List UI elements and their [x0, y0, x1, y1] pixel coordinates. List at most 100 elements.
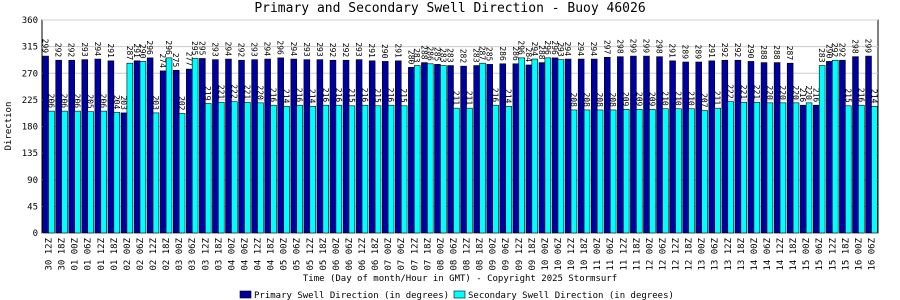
- bar: [831, 59, 839, 234]
- x-tick-label: 10 12Z: [567, 237, 577, 270]
- data-label: 286: [511, 46, 520, 61]
- bar: [126, 62, 134, 234]
- bar: [453, 107, 460, 234]
- x-tick-label: 08 18Z: [476, 237, 486, 270]
- y-tick-label: 45: [27, 202, 38, 212]
- data-label: 293: [80, 42, 89, 57]
- data-label: 295: [197, 41, 206, 56]
- bar: [244, 101, 251, 234]
- data-label: 299: [41, 39, 50, 54]
- x-tick-label: 06 06Z: [345, 237, 355, 270]
- data-label: 290: [824, 44, 833, 59]
- data-label: 291: [367, 43, 376, 58]
- bar: [355, 59, 363, 234]
- bar: [544, 57, 552, 234]
- bar: [342, 59, 350, 234]
- data-label: 285: [485, 47, 494, 62]
- data-label: 206: [46, 94, 55, 109]
- data-label: 210: [660, 91, 669, 106]
- y-tick-label: 270: [22, 69, 38, 79]
- data-label: 209: [647, 92, 656, 107]
- bar: [277, 57, 284, 234]
- bar: [518, 57, 525, 234]
- bar: [283, 106, 290, 234]
- x-tick-label: 04 00Z: [227, 237, 237, 270]
- bar: [505, 106, 512, 234]
- data-label: 205: [86, 94, 95, 109]
- bar: [133, 60, 141, 234]
- data-label: 291: [106, 43, 115, 58]
- data-label: 297: [602, 40, 611, 55]
- bar: [257, 102, 264, 234]
- bar: [492, 104, 499, 234]
- x-tick-label: 06 00Z: [332, 237, 342, 270]
- bar: [714, 107, 721, 234]
- x-tick-label: 02 06Z: [136, 237, 146, 270]
- data-label: 210: [687, 91, 696, 106]
- bar: [596, 109, 604, 234]
- data-label: 221: [752, 85, 761, 100]
- bar: [165, 57, 173, 234]
- bar: [792, 102, 800, 234]
- data-label: 216: [334, 88, 343, 103]
- bar: [512, 63, 520, 234]
- bar: [322, 104, 330, 234]
- data-label: 299: [864, 39, 873, 54]
- x-tick-label: 11 00Z: [593, 237, 603, 270]
- data-label: 220: [255, 85, 264, 100]
- bar: [139, 61, 147, 234]
- data-label: 220: [778, 85, 787, 100]
- bar: [466, 107, 473, 234]
- x-tick-label: 04 12Z: [254, 237, 264, 270]
- x-tick-label: 08 12Z: [463, 237, 473, 270]
- legend-label: Primary Swell Direction (in degrees): [254, 291, 449, 300]
- data-label: 294: [576, 42, 585, 57]
- data-label: 291: [393, 43, 402, 58]
- data-label: 203: [119, 95, 128, 110]
- x-tick-label: 06 12Z: [358, 237, 368, 270]
- data-label: 289: [681, 45, 690, 60]
- data-label: 211: [713, 91, 722, 106]
- data-label: 208: [595, 92, 604, 107]
- bar: [395, 60, 402, 234]
- bar: [675, 108, 682, 234]
- bar: [564, 58, 572, 234]
- data-label: 299: [641, 39, 650, 54]
- data-label: 293: [302, 42, 311, 57]
- bar: [68, 59, 75, 234]
- x-tick-label: 07 18Z: [423, 237, 433, 270]
- x-tick-label: 05 12Z: [306, 237, 316, 270]
- bar: [604, 56, 611, 234]
- data-label: 221: [242, 85, 251, 100]
- x-tick-label: 05 06Z: [293, 237, 303, 270]
- data-label: 220: [804, 85, 813, 100]
- bar: [701, 110, 708, 234]
- bar: [303, 59, 311, 234]
- data-label: 215: [373, 88, 382, 103]
- bar: [871, 106, 878, 234]
- bar: [766, 102, 774, 234]
- bar: [408, 67, 415, 234]
- data-label: 204: [112, 95, 121, 110]
- data-label: 293: [556, 42, 565, 57]
- x-tick-label: 04 18Z: [267, 237, 277, 270]
- data-label: 286: [425, 46, 434, 61]
- bar: [42, 55, 49, 234]
- bar: [669, 60, 676, 234]
- bar: [361, 104, 369, 234]
- data-label: 293: [315, 42, 324, 57]
- x-tick-label: 03 06Z: [188, 237, 198, 270]
- bar: [120, 112, 128, 234]
- bar: [178, 113, 186, 234]
- bar: [805, 102, 813, 234]
- bar: [87, 111, 94, 234]
- data-label: 210: [673, 91, 682, 106]
- bar: [799, 104, 807, 234]
- x-tick-label: 03 12Z: [201, 237, 211, 270]
- data-label: 214: [282, 89, 291, 104]
- data-label: 292: [54, 43, 63, 58]
- bar: [152, 112, 160, 234]
- bar: [826, 61, 833, 234]
- data-label: 290: [138, 44, 147, 59]
- bar: [570, 109, 578, 234]
